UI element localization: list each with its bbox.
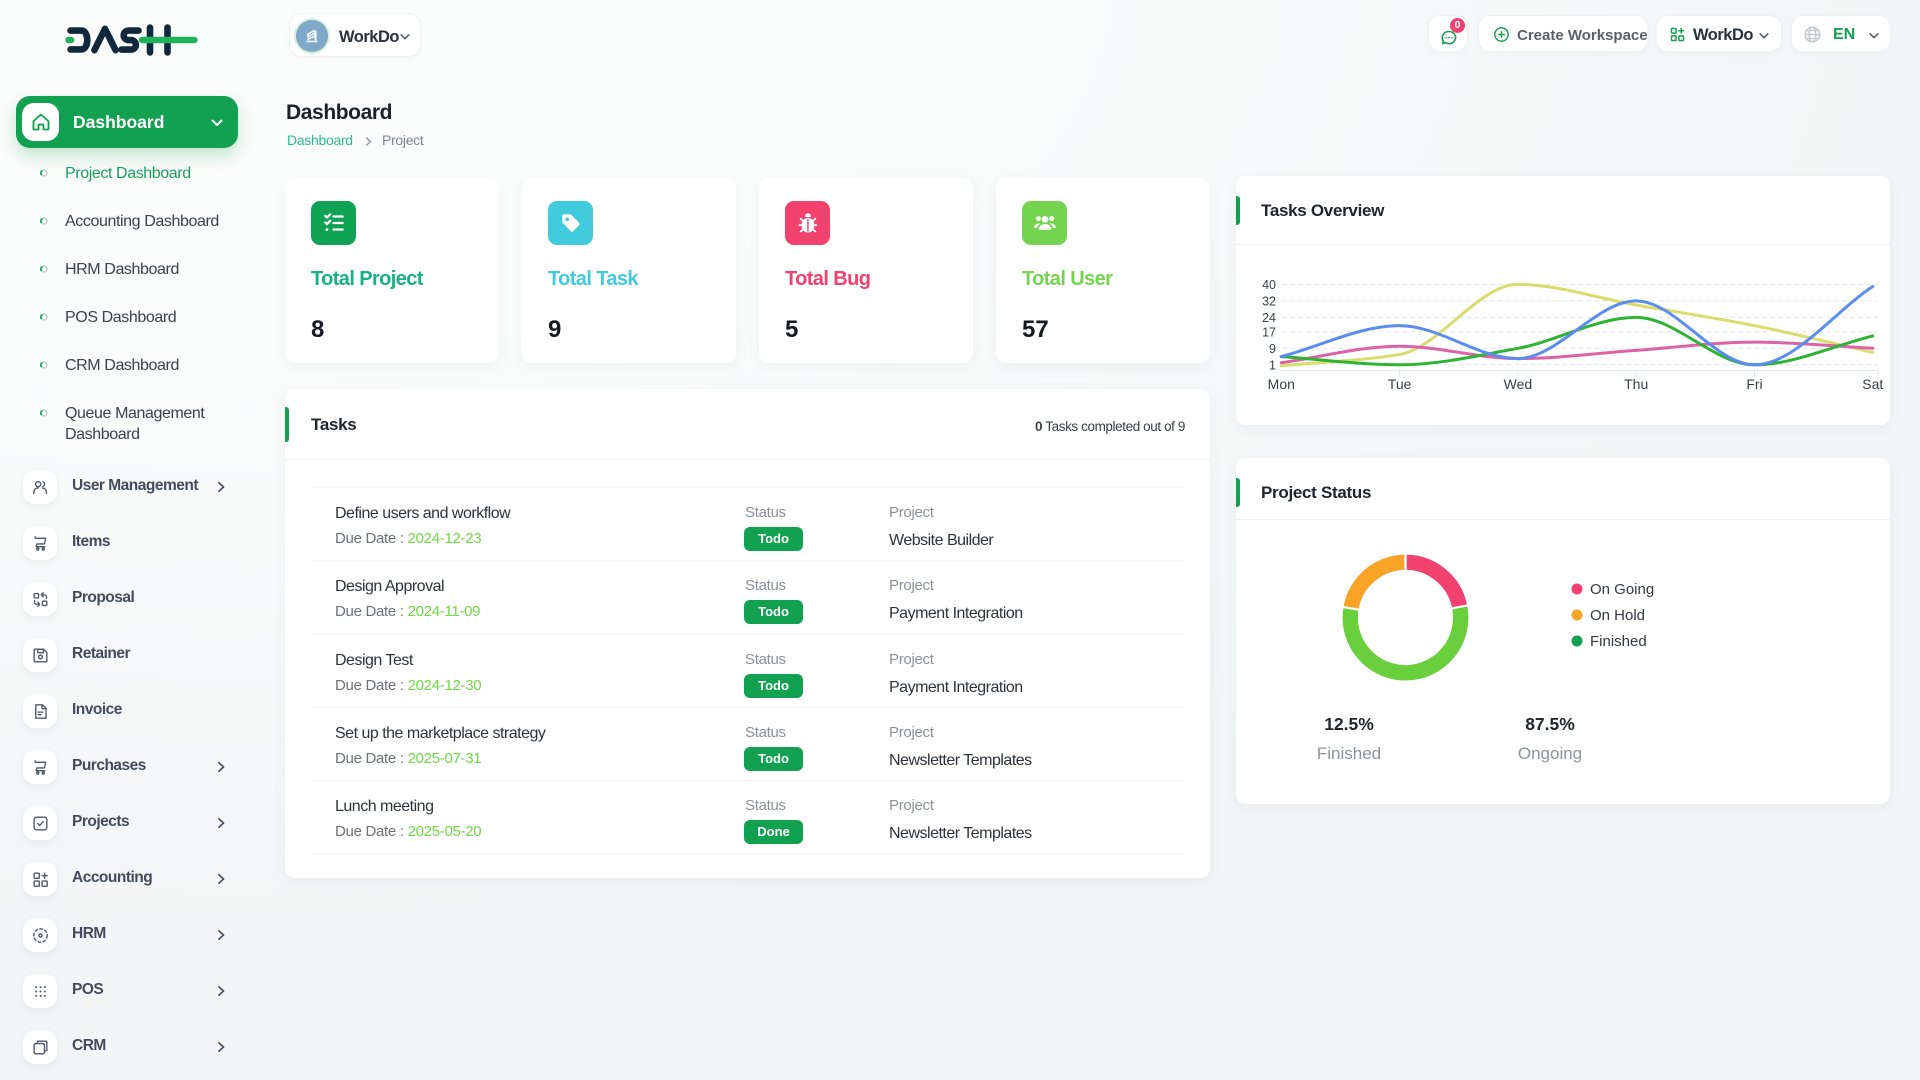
svg-text:32: 32: [1262, 294, 1276, 308]
svg-text:17: 17: [1262, 325, 1276, 339]
svg-text:24: 24: [1262, 311, 1276, 325]
svg-text:12.5%: 12.5%: [1324, 714, 1374, 734]
svg-text:On Going: On Going: [1590, 581, 1654, 598]
svg-text:Mon: Mon: [1268, 376, 1295, 392]
svg-text:40: 40: [1262, 278, 1276, 292]
svg-text:87.5%: 87.5%: [1525, 714, 1575, 734]
svg-text:Tue: Tue: [1388, 376, 1412, 392]
svg-text:On Hold: On Hold: [1590, 607, 1645, 624]
svg-text:Finished: Finished: [1317, 744, 1381, 763]
svg-text:9: 9: [1269, 342, 1276, 356]
svg-text:Ongoing: Ongoing: [1518, 744, 1582, 763]
svg-text:Wed: Wed: [1504, 376, 1533, 392]
svg-text:Fri: Fri: [1746, 376, 1762, 392]
svg-text:Thu: Thu: [1624, 376, 1648, 392]
svg-text:1: 1: [1269, 358, 1276, 372]
svg-text:Sat: Sat: [1862, 376, 1883, 392]
svg-text:Finished: Finished: [1590, 633, 1647, 650]
